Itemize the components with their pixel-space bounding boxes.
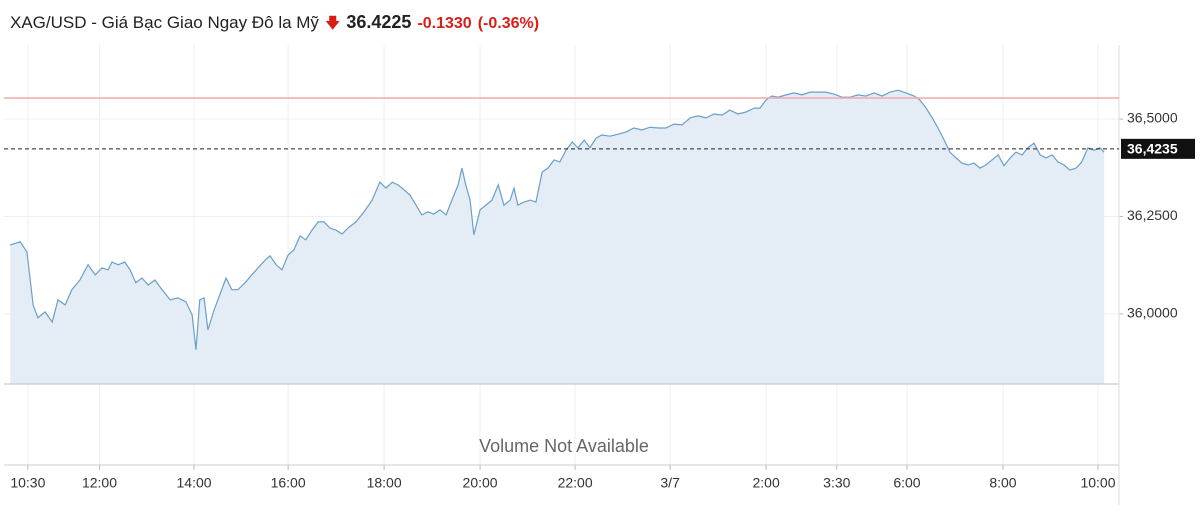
- price-line: [10, 89, 1105, 350]
- last-price-badge: [1121, 138, 1195, 159]
- chart-title: XAG/USD - Giá Bạc Giao Ngay Đô la Mỹ: [10, 13, 319, 32]
- price-change-percent: (-0.36%): [477, 15, 540, 32]
- y-tick-label: 36,5000: [1127, 110, 1178, 126]
- x-tick-label: 6:00: [893, 475, 920, 491]
- y-tick-label: 36,0000: [1127, 305, 1178, 321]
- x-tick-label: 8:00: [989, 475, 1016, 491]
- x-tick-label: 22:00: [558, 475, 593, 491]
- x-tick-label: 3/7: [660, 475, 680, 491]
- x-tick-label: 12:00: [82, 475, 117, 491]
- x-tick-label: 10:00: [1080, 475, 1115, 491]
- x-tick-label: 14:00: [177, 475, 212, 491]
- x-tick-label: 20:00: [463, 475, 498, 491]
- x-tick-label: 10:30: [10, 475, 45, 491]
- x-tick-label: 16:00: [271, 475, 306, 491]
- down-arrow-icon: 🡇: [324, 15, 341, 32]
- x-tick-label: 3:30: [823, 475, 850, 491]
- price-change: -0.1330: [417, 15, 472, 32]
- last-price: 36.4225: [346, 12, 412, 32]
- chart-header: XAG/USD - Giá Bạc Giao Ngay Đô la Mỹ 🡇 3…: [10, 12, 539, 38]
- volume-note: Volume Not Available: [479, 436, 649, 456]
- last-price-label: 36,4235: [1127, 141, 1178, 157]
- area-fill: [10, 90, 1105, 384]
- y-tick-label: 36,2500: [1127, 207, 1178, 223]
- x-tick-label: 18:00: [367, 475, 402, 491]
- x-tick-label: 2:00: [752, 475, 779, 491]
